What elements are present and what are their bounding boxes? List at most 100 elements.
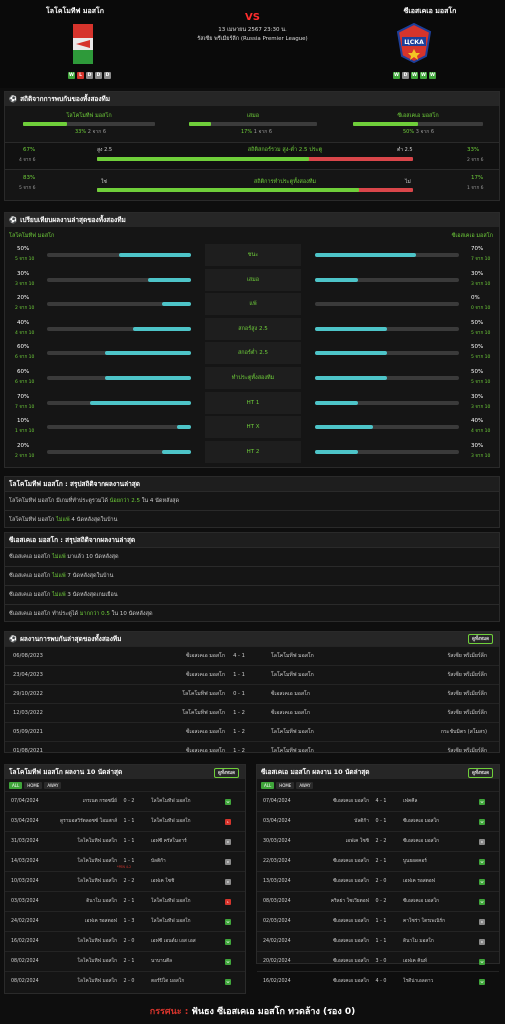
h2h-ou-row: 67% 4 จาก 6 สูง 2.5 สถิติสกอร์รวม สูง-ต่… [5,142,499,169]
last10-home: เอฟเค โซชิ [345,838,369,844]
h2h-away: ซีเอสเคเอ มอสโก 50% 3 จาก 6 [353,112,483,136]
h2h-results-header: ⚽ ผลงานการพบกันล่าสุดของทั้งสองทีม ดูทั้ง… [5,632,499,646]
last10-score: 2 - 0 [123,979,135,984]
last10-home: ซีเอสเคเอ มอสโก [332,858,369,864]
summary-text: ซีเอสเคเอ มอสโก [9,554,53,560]
last10-score: 2 - 2 [123,879,135,884]
last10-result-badge: L [225,898,231,905]
tab-all[interactable]: ALL [9,782,23,789]
last10-away: คาโซร่า โตรเพเนิร์ก [403,918,445,924]
last10-date: 20/02/2024 [263,959,291,964]
h2h-result-row[interactable]: 29/10/2022 โลโคโมทีฟ มอสโก 0 - 1 ซีเอสเคเอ … [5,684,499,703]
compare-right-pct: 30% [471,442,484,449]
last10-row[interactable]: 30/03/2024 เอฟเค โซชิ 2 - 2 ซีเอสเคเอ มอสโก… [257,831,499,851]
last10-date: 14/03/2024 [11,859,39,864]
last10-home: เอฟเค รอสตอฟ [84,918,117,924]
last10-home: โลโคโมทีฟ มอสโก [77,978,117,984]
tab-all[interactable]: ALL [261,782,275,789]
away-last10-header: ซีเอสเคเอ มอสโก ผลงาน 10 นัดล่าสุด ดูทั้… [257,765,499,779]
last10-away: โลโคโมทีฟ มอสโก [151,798,191,804]
compare-left-pct: 20% [17,442,30,449]
last10-row[interactable]: 31/03/2024 โลโคโมทีฟ มอสโก 1 - 1 เอฟซี ครัส… [5,831,245,851]
last10-away: โลโคโมทีฟ มอสโก [151,818,191,824]
last10-row[interactable]: 08/02/2024 โลโคโมทีฟ มอสโก 2 - 1 นาบานตีล W [5,951,245,971]
last10-home: บัลติก้า [354,818,369,824]
home-last10-view-all-button[interactable]: ดูทั้งหมด [214,768,239,778]
last10-row[interactable]: 16/02/2024 ซีเอสเคเอ มอสโก 4 - 0 โรดีน่าเอล… [257,971,499,991]
h2h-result-away: โลโคโมทีฟ มอสโก [271,672,314,678]
last10-row[interactable]: 03/04/2024 บัลติก้า 0 - 1 ซีเอสเคเอ มอสโก W [257,811,499,831]
last10-row[interactable]: 03/03/2024 ดินาโม มอสโก 2 - 1 โลโคโมทีฟ มอส… [5,891,245,911]
h2h-result-row[interactable]: 06/08/2023 ซีเอสเคเอ มอสโก 4 - 1 โลโคโมทีฟ … [5,646,499,665]
last10-row[interactable]: 22/03/2024 ซีเอสเคเอ มอสโก 2 - 1 บูนยอดคอร์… [257,851,499,871]
last10-score: 4 - 1 [375,799,387,804]
away-team-logo: ЦСКА [396,22,432,64]
last10-row[interactable]: 13/03/2024 ซีเอสเคเอ มอสโก 2 - 0 เอฟเค รอสต… [257,871,499,891]
last10-date: 16/02/2024 [11,939,39,944]
compare-left-pct: 40% [17,319,30,326]
home-form-badge: D [95,72,102,79]
h2h-result-row[interactable]: 12/03/2022 โลโคโมทีฟ มอสโก 1 - 2 ซีเอสเคเอ … [5,703,499,722]
summary-row: ซีเอสเคเอ มอสโก ทำประตูได้ มากกว่า 0.5 ใ… [5,604,499,623]
away-last10-section: ซีเอสเคเอ มอสโก ผลงาน 10 นัดล่าสุด ดูทั้… [256,764,500,985]
compare-row: 20% 2 จาก 10 แพ้ 0% 0 จาก 10 [5,292,501,316]
compare-row: 70% 7 จาก 10 HT 1 30% 3 จาก 10 [5,391,501,415]
h2h-result-row[interactable]: 01/08/2021 ซีเอสเคเอ มอสโก 1 - 2 โลโคโมทีฟ … [5,741,499,760]
last10-score: 2 - 1 [375,859,387,864]
last10-away: เอฟเค โซชิ [151,878,175,884]
last10-row[interactable]: 10/03/2024 โลโคโมทีฟ มอสโก 2 - 2 เอฟเค โซชิ… [5,871,245,891]
last10-row[interactable]: 07/04/2024 ซีเอสเคเอ มอสโก 4 - 1 เฟคคีล W [257,791,499,811]
h2h-result-date: 29/10/2022 [13,691,43,697]
away-last10-view-all-button[interactable]: ดูทั้งหมด [468,768,493,778]
last10-row[interactable]: 16/02/2024 โลโคโมทีฟ มอสโก 2 - 0 เอฟซี เอนด… [5,931,245,951]
h2h-result-score: 1 - 2 [233,729,245,735]
last10-score: 1 - 3 [123,919,135,924]
compare-right-pct: 30% [471,270,484,277]
last10-row[interactable]: 08/03/2024 คริลย่า โซเวียตอฟ 0 - 2 ซีเอสเคเ… [257,891,499,911]
tab-away[interactable]: AWAY [296,782,314,789]
tab-away[interactable]: AWAY [44,782,62,789]
tab-home[interactable]: HOME [276,782,295,789]
last10-home: โลโคโมทีฟ มอสโก [77,858,117,864]
last10-home: ซีเอสเคเอ มอสโก [332,918,369,924]
last10-row[interactable]: 24/02/2024 ซีเอสเคเอ มอสโก 1 - 1 ดินาโม มอส… [257,931,499,951]
h2h-result-row[interactable]: 23/04/2023 ซีเอสเคเอ มอสโก 1 - 1 โลโคโมทีฟ … [5,665,499,684]
last10-row[interactable]: 24/02/2024 เอฟเค รอสตอฟ 1 - 3 โลโคโมทีฟ มอส… [5,911,245,931]
match-info: 13 เมษายน 2567 23:30 น. รัสเซีย พรีเมียร… [0,26,505,44]
btts-bar [97,188,413,192]
last10-row[interactable]: 02/03/2024 ซีเอสเคเอ มอสโก 1 - 1 คาโซร่า โต… [257,911,499,931]
svg-text:ЦСКА: ЦСКА [404,39,424,46]
compare-away-label: ซีเอสเคเอ มอสโก [451,233,493,239]
home-team-logo [73,24,93,64]
last10-row[interactable]: 14/03/2024 โลโคโมทีฟ มอสโก 1 - 1 *PEN 4-2 บั… [5,851,245,871]
h2h-away-sub: 3 จาก 6 [415,129,435,135]
btts-left-label: ใช่ [101,179,107,185]
h2h-result-row[interactable]: 05/09/2021 ซีเอสเคเอ มอสโก 1 - 2 โลโคโมทีฟ … [5,722,499,741]
away-summary-section: ซีเอสเคเอ มอสโก : สรุปสถิติจากผลงานล่าสุ… [4,532,500,622]
last10-home: โลโคโมทีฟ มอสโก [77,958,117,964]
btts-mid-label: สถิติการทำประตูทั้งสองทีม [253,179,317,185]
h2h-home-label: โลโคโมทีฟ มอสโก [66,113,112,119]
last10-row[interactable]: 08/02/2024 โลโคโมทีฟ มอสโก 2 - 0 ตอร์ปิโด ม… [5,971,245,991]
last10-date: 24/02/2024 [11,919,39,924]
home-summary-section: โลโคโมทีฟ มอสโก : สรุปสถิติจากผลงานล่าสุ… [4,476,500,528]
summary-text-end: ใน 4 นัดหลังสุด [139,498,180,504]
tab-home[interactable]: HOME [24,782,43,789]
last10-result-badge: D [479,938,485,945]
compare-right-bar [315,376,459,380]
compare-left-sub: 3 จาก 10 [15,281,35,287]
soccer-ball-icon: ⚽ [9,635,18,643]
last10-row[interactable]: 03/04/2024 ดูรามอสวิรัตลอซซ์ โอมสกส์ 1 - 1… [5,811,245,831]
h2h-view-all-button[interactable]: ดูทั้งหมด [468,634,493,644]
last10-row[interactable]: 20/02/2024 ซีเอสเคเอ มอสโก 3 - 0 เอฟเค คินท… [257,951,499,971]
last10-result-badge: W [225,938,231,945]
compare-section: ⚽ เปรียบเทียบผลงานล่าสุดของทั้งสองทีม โลโ… [4,212,500,468]
last10-row[interactable]: 07/04/2024 เกรเนต กรอซนี่ย์ 0 - 2 โลโคโมทีฟ… [5,791,245,811]
compare-right-bar [315,253,459,257]
h2h-result-home: ซีเอสเคเอ มอสโก [186,672,225,678]
last10-date: 02/03/2024 [263,919,291,924]
h2h-result-score: 4 - 1 [233,653,245,659]
last10-home: ซีเอสเคเอ มอสโก [332,938,369,944]
vs-label: VS [245,12,260,23]
